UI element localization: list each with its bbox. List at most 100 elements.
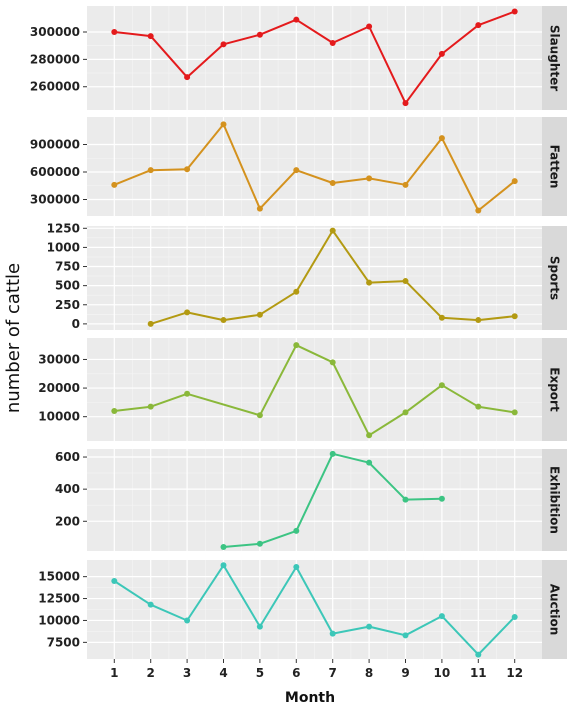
data-point xyxy=(402,100,409,107)
data-point xyxy=(475,317,482,324)
x-tick-label: 2 xyxy=(147,666,155,680)
y-tick-label: 30000 xyxy=(38,352,80,366)
data-point xyxy=(184,390,191,397)
data-point xyxy=(475,22,482,29)
facet-strip xyxy=(542,117,567,216)
facet-strip xyxy=(542,6,567,110)
facet-strip-label: Exhibition xyxy=(548,466,562,534)
facet-strip xyxy=(542,226,567,330)
data-point xyxy=(511,8,518,15)
data-point xyxy=(147,403,154,410)
data-point xyxy=(293,342,300,349)
x-tick-label: 8 xyxy=(365,666,373,680)
y-tick-label: 300000 xyxy=(30,25,80,39)
data-point xyxy=(293,527,300,534)
y-axis-title: number of cattle xyxy=(3,263,24,413)
facet-strip xyxy=(542,449,567,551)
x-tick-label: 4 xyxy=(219,666,227,680)
data-point xyxy=(511,409,518,416)
y-tick-label: 900000 xyxy=(30,138,80,152)
data-point xyxy=(256,311,263,318)
data-point xyxy=(256,623,263,630)
y-tick-label: 500 xyxy=(55,279,80,293)
y-tick-label: 600 xyxy=(55,450,80,464)
y-tick-label: 10000 xyxy=(38,613,80,627)
y-tick-label: 12500 xyxy=(38,592,80,606)
facet-strip-label: Sports xyxy=(548,256,562,300)
data-point xyxy=(366,623,373,630)
data-point xyxy=(293,564,300,571)
data-point xyxy=(438,314,445,321)
x-axis: 1 2 3 4 5 6 7 8 9 10 11 12 xyxy=(110,659,523,680)
data-point xyxy=(366,23,373,30)
facet-strip-label: Slaughter xyxy=(548,25,562,91)
data-point xyxy=(402,409,409,416)
data-point xyxy=(256,205,263,212)
data-point xyxy=(111,407,118,414)
data-point xyxy=(111,181,118,188)
data-point xyxy=(402,632,409,639)
data-point xyxy=(402,496,409,503)
x-tick-label: 9 xyxy=(401,666,409,680)
panel-fatten: 300000 600000 900000 Fatten xyxy=(30,117,567,216)
data-point xyxy=(402,181,409,188)
x-tick-label: 1 xyxy=(110,666,118,680)
series-line-fatten xyxy=(113,123,516,212)
facet-strip-label: Fatten xyxy=(548,145,562,189)
y-tick-label: 20000 xyxy=(38,381,80,395)
data-point xyxy=(438,382,445,389)
data-point xyxy=(147,167,154,174)
facet-strip-label: Export xyxy=(548,367,562,412)
series-line-slaughter xyxy=(113,10,516,105)
panel-sports: 0 250 500 750 1000 1250 Sports xyxy=(47,221,567,331)
x-tick-label: 6 xyxy=(292,666,300,680)
data-point xyxy=(220,121,227,128)
data-point xyxy=(366,279,373,286)
data-point xyxy=(293,167,300,174)
facet-strip-label: Auction xyxy=(548,584,562,636)
facet-strip xyxy=(542,338,567,441)
data-point xyxy=(438,613,445,620)
data-point xyxy=(184,617,191,624)
data-point xyxy=(329,450,336,457)
y-tick-label: 1000 xyxy=(47,240,80,254)
y-tick-label: 400 xyxy=(55,482,80,496)
data-point xyxy=(220,562,227,569)
data-point xyxy=(220,317,227,324)
y-tick-label: 600000 xyxy=(30,165,80,179)
panel-exhibition: 200 400 600 Exhibition xyxy=(55,449,567,551)
y-tick-label: 250 xyxy=(55,298,80,312)
data-point xyxy=(329,39,336,46)
data-point xyxy=(366,175,373,182)
data-point xyxy=(366,459,373,466)
x-axis-title: Month xyxy=(285,690,335,706)
data-point xyxy=(475,207,482,214)
x-tick-label: 7 xyxy=(329,666,337,680)
y-tick-label: 300000 xyxy=(30,193,80,207)
data-point xyxy=(329,227,336,234)
y-tick-label: 0 xyxy=(72,317,80,331)
data-point xyxy=(184,166,191,173)
x-tick-label: 11 xyxy=(470,666,487,680)
data-point xyxy=(256,31,263,38)
data-point xyxy=(184,309,191,316)
y-tick-label: 200 xyxy=(55,514,80,528)
data-point xyxy=(147,320,154,327)
data-point xyxy=(511,313,518,320)
data-point xyxy=(329,359,336,366)
y-tick-label: 15000 xyxy=(38,570,80,584)
data-point xyxy=(147,601,154,608)
data-point xyxy=(475,651,482,658)
data-point xyxy=(438,135,445,142)
y-tick-label: 7500 xyxy=(47,635,80,649)
panel-slaughter: 260000 280000 300000 Slaughter xyxy=(30,6,567,110)
data-point xyxy=(438,50,445,57)
data-point xyxy=(147,33,154,40)
data-point xyxy=(111,578,118,585)
data-point xyxy=(220,41,227,48)
data-point xyxy=(256,540,263,547)
data-point xyxy=(511,613,518,620)
x-tick-label: 5 xyxy=(256,666,264,680)
